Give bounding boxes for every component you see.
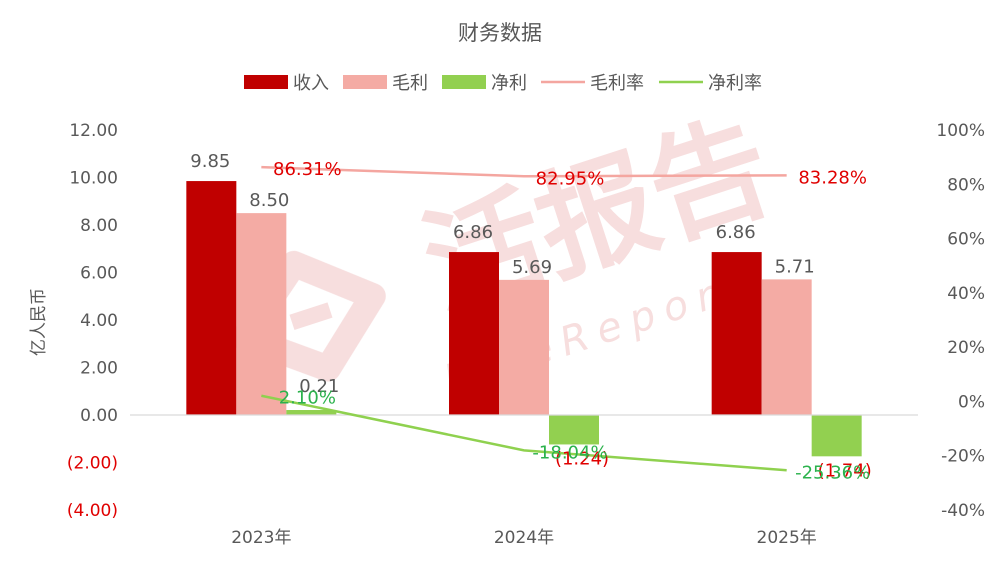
bar-label: 0.21 xyxy=(299,376,339,397)
bar-label: (1.74) xyxy=(818,460,872,481)
bar-收入-2024年 xyxy=(449,252,499,415)
legend-swatch xyxy=(343,75,387,89)
data-labels: 9.85 6.86 6.86 8.50 5.69 5.71 0.21 (1.24) (1.74)… xyxy=(190,151,871,483)
bar-毛利-2025年 xyxy=(761,279,812,415)
line-label: 86.31% xyxy=(273,159,342,180)
legend-swatch xyxy=(244,75,288,89)
line-label: 82.95% xyxy=(536,168,605,189)
bar-净利-2024年 xyxy=(549,415,599,445)
bars xyxy=(186,181,862,457)
legend: 收入 毛利 净利 毛利率 净利率 xyxy=(244,73,762,94)
x-tick-label: 2024年 xyxy=(494,528,554,548)
bar-label: (1.24) xyxy=(555,448,609,469)
x-axis-ticks: 2023年 2024年 2025年 xyxy=(231,528,817,548)
legend-label: 收入 xyxy=(293,73,329,94)
legend-swatch xyxy=(442,75,486,89)
legend-label: 毛利率 xyxy=(590,73,644,94)
legend-label: 净利 xyxy=(491,73,527,94)
bar-净利-2025年 xyxy=(811,415,862,457)
y2-axis-ticks: -40% -20% 0% 20% 40% 60% 80% 100% xyxy=(936,121,985,521)
y-tick-label: 2.00 xyxy=(80,359,118,379)
y-tick-label: 4.00 xyxy=(80,311,118,331)
y-axis-ticks: (4.00) (2.00) 0.00 2.00 4.00 6.00 8.00 10.00 12.… xyxy=(67,121,118,521)
y-tick-label: (4.00) xyxy=(67,501,118,521)
bar-毛利-2023年 xyxy=(236,213,287,415)
y2-tick-label: 0% xyxy=(958,392,985,412)
y2-tick-label: 80% xyxy=(947,175,985,195)
bar-label: 6.86 xyxy=(453,222,493,243)
y-tick-label: 12.00 xyxy=(69,121,118,141)
y-tick-label: (2.00) xyxy=(67,454,118,474)
x-tick-label: 2023年 xyxy=(231,528,291,548)
bar-label: 5.69 xyxy=(512,257,552,278)
bar-label: 6.86 xyxy=(716,222,756,243)
y-axis-label: 亿人民币 xyxy=(29,288,49,356)
y2-tick-label: 20% xyxy=(947,338,985,358)
line-label: -25.36% xyxy=(795,462,870,483)
legend-label: 毛利 xyxy=(392,73,428,94)
y-tick-label: 0.00 xyxy=(80,406,118,426)
lines xyxy=(261,165,787,472)
line-label: -18.04% xyxy=(532,442,607,463)
y2-tick-label: -40% xyxy=(941,501,985,521)
line-label: 83.28% xyxy=(798,167,867,188)
bar-收入-2023年 xyxy=(186,181,237,415)
y-tick-label: 6.00 xyxy=(80,264,118,284)
line-label: 2.10% xyxy=(279,388,336,409)
legend-label: 净利率 xyxy=(708,73,762,94)
y2-tick-label: 100% xyxy=(936,121,985,141)
bar-净利-2023年 xyxy=(286,410,337,415)
y2-tick-label: -20% xyxy=(941,447,985,467)
bar-label: 9.85 xyxy=(190,151,230,172)
y2-tick-label: 40% xyxy=(947,284,985,304)
x-tick-label: 2025年 xyxy=(757,528,817,548)
bar-收入-2025年 xyxy=(711,252,762,415)
bar-label: 8.50 xyxy=(249,190,289,211)
bar-毛利-2024年 xyxy=(499,279,549,415)
y2-tick-label: 60% xyxy=(947,230,985,250)
bar-label: 5.71 xyxy=(775,256,815,277)
y-tick-label: 10.00 xyxy=(69,169,118,189)
chart-title: 财务数据 xyxy=(458,21,542,45)
y-tick-label: 8.00 xyxy=(80,216,118,236)
